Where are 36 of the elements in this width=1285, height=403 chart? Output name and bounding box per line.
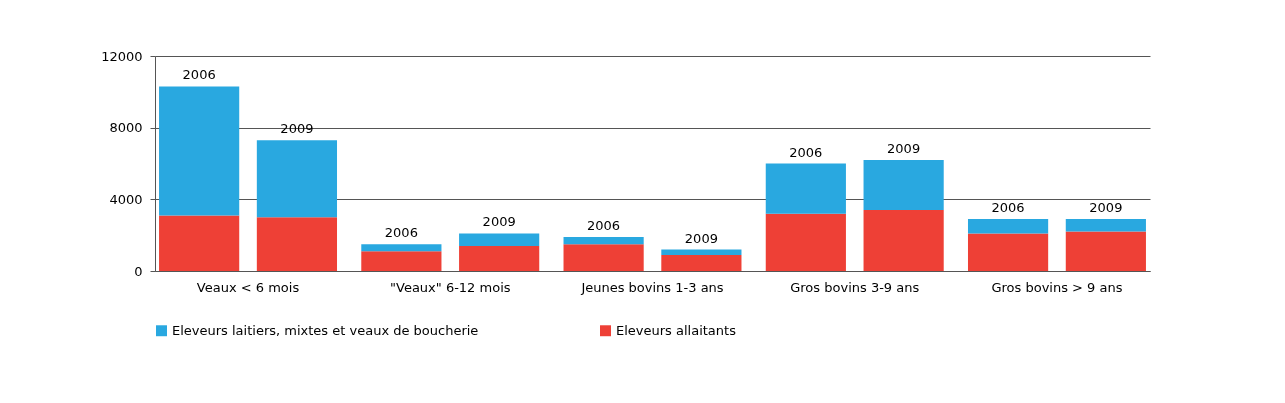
bar [563, 236, 644, 245]
bar [459, 233, 540, 246]
text: "Veaux" 6-12 mois [390, 279, 511, 295]
annotation: 2006 [384, 225, 418, 241]
bar [765, 213, 846, 271]
bar [661, 254, 742, 271]
annotation: 2006 [789, 144, 823, 160]
bar [1065, 219, 1146, 232]
bar [1065, 231, 1146, 271]
bar [459, 245, 540, 271]
annotation: 2009 [684, 230, 718, 246]
bar [863, 210, 944, 271]
bar [661, 249, 742, 255]
bar [159, 86, 240, 216]
y-tick-label: 8000 [109, 120, 143, 136]
annotation: 2006 [182, 67, 216, 83]
bar [361, 244, 442, 252]
bar [563, 244, 644, 271]
annotation: 2009 [887, 140, 921, 156]
bar [361, 251, 442, 271]
y-tick-label: 4000 [109, 191, 143, 207]
annotation: 2009 [482, 214, 516, 230]
y-tick-label: 12000 [101, 48, 143, 64]
legend-label: Eleveurs allaitants [616, 322, 737, 338]
annotation: 2009 [1089, 200, 1123, 216]
y-tick-label: 0 [134, 263, 143, 279]
text: Gros bovins 3-9 ans [790, 279, 920, 295]
text: Veaux < 6 mois [196, 279, 300, 295]
bar [863, 159, 944, 211]
bar [159, 215, 240, 271]
bar [765, 163, 846, 214]
text: Gros bovins > 9 ans [991, 279, 1123, 295]
annotation: 2006 [991, 200, 1025, 216]
legend-label: Eleveurs laitiers, mixtes et veaux de boucherie [172, 322, 479, 338]
annotation: 2006 [587, 217, 621, 233]
text: Jeunes bovins 1-3 ans [580, 279, 724, 295]
